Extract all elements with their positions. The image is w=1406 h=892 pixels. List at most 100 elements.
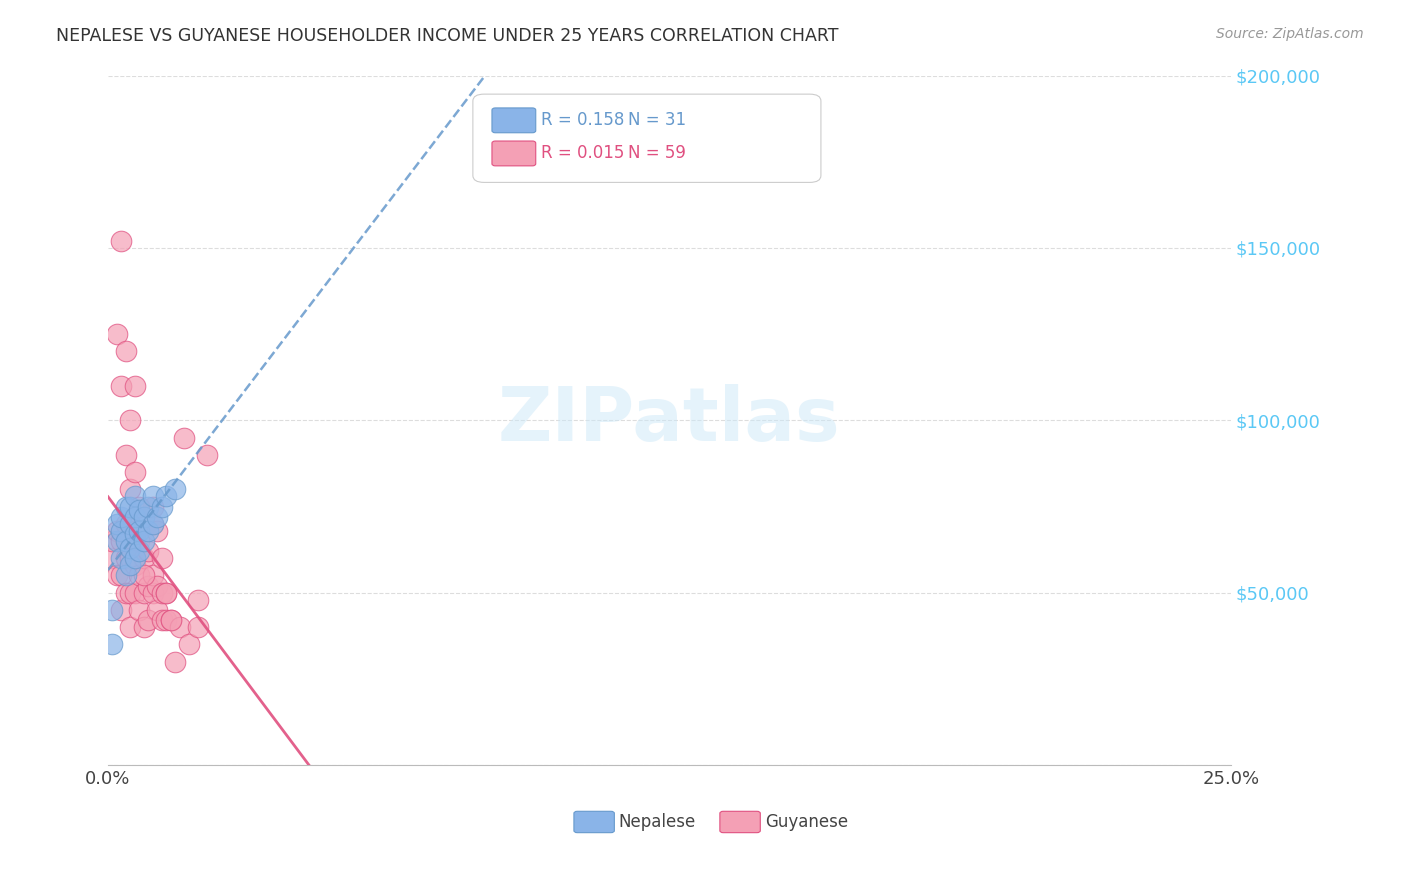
Point (132, 509, 155, 524)
Point (146, 509, 169, 524)
Point (155, 585, 177, 599)
Point (110, 603, 132, 617)
Point (101, 533, 124, 548)
Point (120, 516, 142, 531)
Text: R = 0.158: R = 0.158 (541, 112, 624, 129)
Point (120, 516, 142, 531)
Point (187, 592, 209, 607)
Point (105, 533, 128, 548)
Text: NEPALESE VS GUYANESE HOUSEHOLDER INCOME UNDER 25 YEARS CORRELATION CHART: NEPALESE VS GUYANESE HOUSEHOLDER INCOME … (56, 27, 839, 45)
Point (115, 448, 138, 462)
Point (138, 524, 160, 538)
Point (124, 379, 146, 393)
Point (124, 465, 146, 479)
Point (128, 568, 150, 582)
Point (110, 551, 132, 566)
Point (150, 585, 173, 599)
Point (120, 558, 142, 573)
Point (160, 613, 183, 627)
Point (146, 524, 169, 538)
Point (124, 585, 146, 599)
Text: ZIPatlas: ZIPatlas (498, 384, 841, 457)
Text: N = 31: N = 31 (628, 112, 686, 129)
Point (142, 516, 165, 531)
Point (101, 637, 124, 651)
Point (132, 620, 155, 634)
Point (187, 620, 209, 634)
Point (165, 655, 187, 669)
Point (132, 568, 155, 582)
Point (120, 482, 142, 496)
FancyBboxPatch shape (492, 141, 536, 166)
Point (120, 413, 142, 427)
Point (146, 579, 169, 593)
Point (128, 533, 150, 548)
Point (105, 327, 128, 342)
Point (120, 620, 142, 634)
Point (120, 551, 142, 566)
Point (115, 585, 138, 599)
Point (160, 613, 183, 627)
Point (110, 524, 132, 538)
Point (101, 551, 124, 566)
Point (155, 585, 177, 599)
Point (138, 579, 160, 593)
Point (105, 568, 128, 582)
Point (124, 551, 146, 566)
Point (173, 431, 195, 445)
Text: R = 0.015: R = 0.015 (541, 145, 624, 162)
Text: Nepalese: Nepalese (619, 813, 696, 830)
Point (169, 620, 191, 634)
Point (110, 533, 132, 548)
Point (115, 344, 138, 359)
Point (124, 524, 146, 538)
Point (138, 613, 160, 627)
Point (110, 568, 132, 582)
FancyBboxPatch shape (492, 108, 536, 133)
Point (138, 500, 160, 514)
Point (128, 544, 150, 558)
FancyBboxPatch shape (472, 95, 821, 182)
Point (150, 500, 173, 514)
Point (165, 482, 187, 496)
Point (124, 509, 146, 524)
Point (120, 585, 142, 599)
Point (138, 544, 160, 558)
Point (115, 551, 138, 566)
Point (177, 637, 200, 651)
Point (110, 509, 132, 524)
Point (128, 603, 150, 617)
Point (128, 524, 150, 538)
Text: Source: ZipAtlas.com: Source: ZipAtlas.com (1216, 27, 1364, 41)
Point (142, 500, 165, 514)
Point (132, 585, 155, 599)
Point (124, 489, 146, 503)
Point (132, 533, 155, 548)
FancyBboxPatch shape (574, 812, 614, 832)
Text: N = 59: N = 59 (628, 145, 686, 162)
Point (120, 541, 142, 555)
Point (128, 503, 150, 517)
Point (132, 551, 155, 566)
FancyBboxPatch shape (720, 812, 761, 832)
Point (101, 603, 124, 617)
Point (124, 558, 146, 573)
Point (105, 516, 128, 531)
Point (150, 551, 173, 566)
Point (115, 568, 138, 582)
Point (142, 568, 165, 582)
Point (110, 234, 132, 248)
Point (110, 379, 132, 393)
Point (155, 613, 177, 627)
Point (142, 585, 165, 599)
Point (195, 448, 218, 462)
Point (115, 516, 138, 531)
Point (105, 524, 128, 538)
Point (115, 533, 138, 548)
Point (120, 500, 142, 514)
Point (124, 527, 146, 541)
Text: Guyanese: Guyanese (765, 813, 848, 830)
Point (142, 516, 165, 531)
Point (115, 500, 138, 514)
Point (142, 489, 165, 503)
